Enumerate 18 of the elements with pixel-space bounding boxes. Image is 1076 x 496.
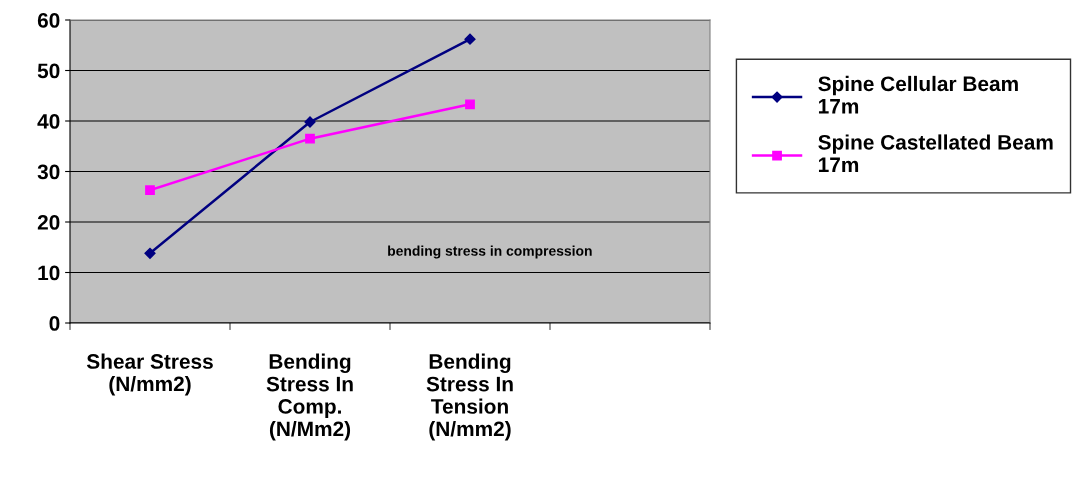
x-tick-label: Shear Stress (N/mm2) xyxy=(86,353,213,396)
point xyxy=(305,133,315,144)
point xyxy=(464,33,476,45)
y-tick-label: 0 xyxy=(49,316,60,331)
point xyxy=(145,185,155,196)
legend-label: Spine Castellated Beam 17m xyxy=(818,134,1053,172)
point xyxy=(144,247,156,259)
y-tick-label: 40 xyxy=(37,114,60,129)
x-tick-label: Bending Stress In Comp. (N/Mm2) xyxy=(266,353,353,441)
annotation: bending stress in compression xyxy=(388,245,592,259)
y-tick-label: 20 xyxy=(37,215,60,230)
point xyxy=(465,99,475,110)
y-tick-label: 10 xyxy=(38,265,60,281)
y-tick-label: 60 xyxy=(37,13,60,28)
y-tick-label: 50 xyxy=(37,63,60,79)
legend-label: Spine Cellular Beam 17m xyxy=(818,75,1018,114)
x-tick-label: Bending Stress In Tension (N/mm2) xyxy=(426,353,513,441)
y-tick-label: 30 xyxy=(37,164,60,180)
